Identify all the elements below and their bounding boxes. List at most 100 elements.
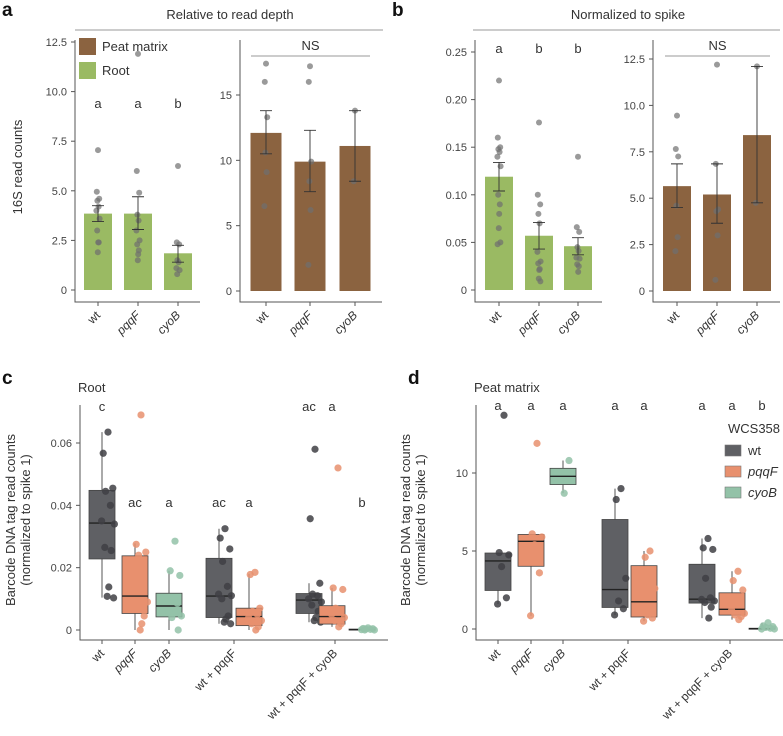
axis-spine xyxy=(475,405,783,641)
data-point xyxy=(94,197,101,204)
data-point xyxy=(140,612,148,620)
box-iqr xyxy=(601,519,629,608)
data-point xyxy=(177,612,185,620)
error-bar xyxy=(260,110,272,155)
error-bar xyxy=(572,237,584,256)
data-point xyxy=(256,604,264,612)
data-point xyxy=(535,260,542,267)
data-point xyxy=(537,201,544,208)
data-point xyxy=(770,625,779,633)
y-tick-label: 5.0 xyxy=(52,186,67,198)
significance-letter: a xyxy=(640,398,648,413)
data-point xyxy=(248,620,256,628)
y-tick-label: 2.5 xyxy=(52,235,67,247)
significance-letter: a xyxy=(698,398,706,413)
data-point xyxy=(135,217,142,224)
data-point xyxy=(136,189,143,196)
subplot-peat-matrix: 0 2.5 5.0 7.5 10.0 12.5 wt pqqF cyoB NS xyxy=(624,38,780,338)
y-tick-label: 12.5 xyxy=(46,37,67,49)
data-point xyxy=(263,169,270,176)
data-point xyxy=(536,119,542,126)
axis-spine xyxy=(239,40,382,303)
subplot-peat-matrix: 0 5 10 15 wt pqqF cyoB NS xyxy=(220,38,382,338)
x-tick-label: wt + pqqF xyxy=(191,646,239,694)
data-point xyxy=(166,567,174,575)
data-point xyxy=(331,617,339,625)
x-tick-label: pqqF xyxy=(113,308,143,338)
x-tick-label: wt + pqqF + cyoB xyxy=(263,646,340,723)
y-tick-label: 15 xyxy=(220,90,232,102)
significance-letter: b xyxy=(535,41,542,56)
data-point xyxy=(497,163,504,170)
data-point xyxy=(316,579,324,587)
error-bar xyxy=(751,65,763,204)
y-tick-label: 0.25 xyxy=(446,47,467,59)
data-point xyxy=(731,611,739,619)
y-tick-label: 7.5 xyxy=(630,147,645,159)
data-point xyxy=(252,626,260,634)
legend-swatch xyxy=(79,38,96,55)
data-point xyxy=(135,551,143,559)
legend-label: Root xyxy=(102,63,130,78)
box-cyoB xyxy=(549,456,577,497)
data-point xyxy=(495,191,502,198)
data-point xyxy=(612,495,620,504)
x-tick-label: wt xyxy=(252,308,272,328)
x-tick-label: cyoB xyxy=(554,308,583,337)
data-point xyxy=(138,620,146,628)
data-point xyxy=(651,584,659,593)
significance-letter: a xyxy=(245,495,253,510)
data-point xyxy=(534,191,541,198)
legend: WCS358 wt pqqF cyoB xyxy=(724,421,780,500)
data-point xyxy=(575,153,581,160)
significance-letter: a xyxy=(559,398,567,413)
subplot-root: 0 0.05 0.10 0.15 0.20 0.25 wt a pqqF b cyoB b xyxy=(446,40,602,338)
y-tick-label: 0 xyxy=(639,286,645,298)
data-point xyxy=(305,78,312,85)
x-tick-label: cyoB xyxy=(331,308,360,337)
significance-letter: a xyxy=(728,398,736,413)
y-tick-label: 10 xyxy=(456,468,468,480)
data-point xyxy=(104,428,112,436)
data-point xyxy=(705,614,713,622)
legend-label: cyoB xyxy=(748,485,777,500)
data-point xyxy=(699,544,707,552)
data-point xyxy=(174,271,181,278)
data-point xyxy=(498,563,506,571)
significance-letter: a xyxy=(134,96,142,111)
data-point xyxy=(340,613,348,622)
box-wt xyxy=(295,445,325,626)
data-point xyxy=(537,278,544,285)
box-pqqF xyxy=(121,411,151,634)
data-point xyxy=(101,543,109,552)
x-tick-label: wt + pqqF xyxy=(585,646,633,694)
data-point xyxy=(143,598,151,606)
data-point xyxy=(246,570,254,579)
data-point xyxy=(617,485,625,493)
panel-label: a xyxy=(2,0,13,21)
data-point xyxy=(758,625,766,633)
x-tick-label: wt + pqqF + cyoB xyxy=(658,646,735,723)
data-point xyxy=(714,61,720,68)
data-point xyxy=(615,597,623,605)
data-point xyxy=(536,267,543,274)
data-point xyxy=(536,220,543,227)
y-tick-label: 0 xyxy=(61,285,67,297)
data-point xyxy=(171,537,179,545)
axis-spine xyxy=(74,40,200,303)
data-point xyxy=(494,153,501,160)
x-tick-label: wt xyxy=(485,308,505,328)
significance-letter: b xyxy=(574,41,581,56)
significance-letter: a xyxy=(165,495,173,510)
significance-letter: b xyxy=(758,398,765,413)
x-tick-label: pqqF xyxy=(110,646,140,676)
data-point xyxy=(137,411,145,419)
data-point xyxy=(535,569,544,577)
y-tick-label: 0.05 xyxy=(446,237,467,249)
legend-label: pqqF xyxy=(747,464,779,479)
data-point xyxy=(306,515,314,523)
significance-letter: ac xyxy=(302,399,316,414)
data-point xyxy=(334,464,342,472)
data-point xyxy=(339,585,347,594)
error-bar xyxy=(132,196,144,230)
